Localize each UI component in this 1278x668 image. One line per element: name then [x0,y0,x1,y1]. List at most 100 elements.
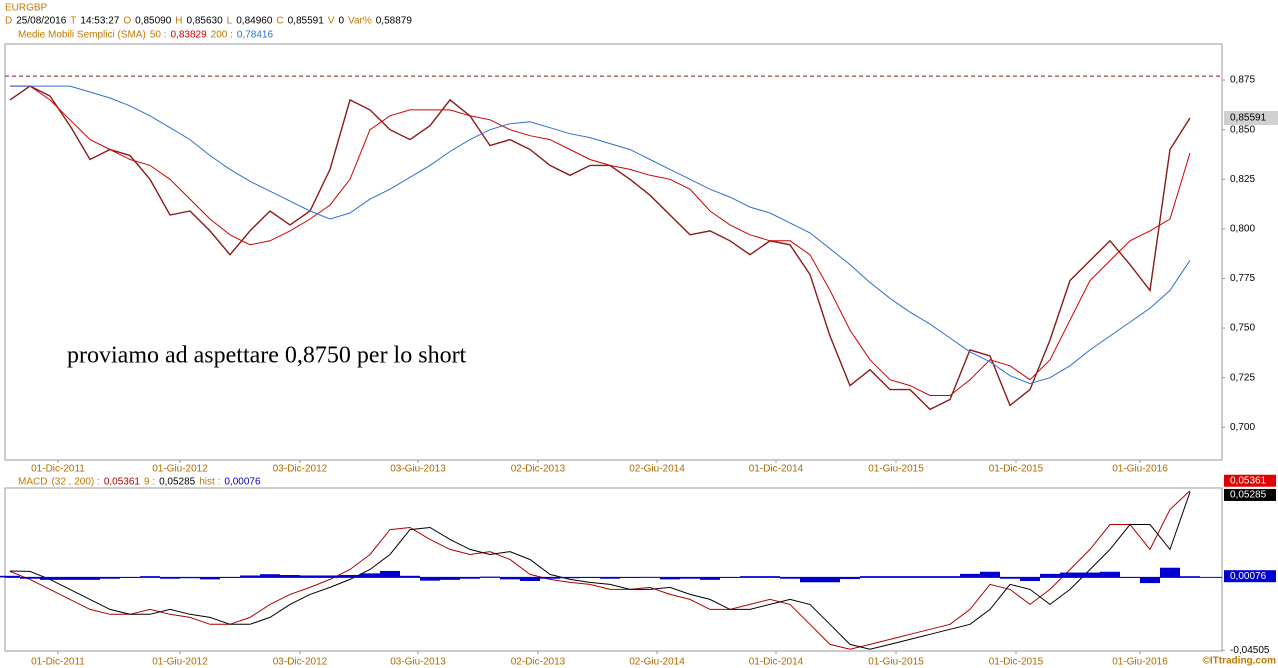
histogram-bar [580,577,600,578]
symbol: EURGBP [5,3,48,14]
quote-value: 0,84960 [236,16,273,27]
histogram-bar [1180,576,1200,578]
y-tick-label: 0,750 [1230,323,1255,334]
x-tick-label: 01-Giu-2012 [152,464,208,475]
histogram-bar [300,575,320,578]
quote-value: 0,85591 [288,16,325,27]
last-value-label: 0,85591 [1230,113,1267,124]
histogram-bar [420,577,440,581]
quote-key: H [175,16,182,27]
histogram-bar [340,574,360,578]
x-tick-label: 03-Dic-2012 [273,464,328,475]
histogram-bar [660,577,680,580]
histogram-bar [460,577,480,579]
histogram-bar [160,577,180,579]
quote-value: 0,85090 [135,16,172,27]
histogram-bar [520,577,540,581]
x-tick-label: 01-Dic-2014 [749,657,804,668]
x-tick-label: 01-Dic-2015 [989,657,1044,668]
histogram-bar [1100,571,1120,578]
x-tick-label: 02-Giu-2014 [629,464,685,475]
y-tick-label: 0,875 [1230,75,1255,86]
histogram-bar [900,576,920,578]
histogram-bar [60,577,80,580]
histogram-bar [80,577,100,580]
y-tick-label: 0,700 [1230,422,1255,433]
x-tick-label: 01-Giu-2015 [868,464,924,475]
quote-key: Var% [348,16,372,27]
quote-value: 25/08/2016 [16,16,66,27]
quote-key: L [227,16,233,27]
quote-key: O [123,16,131,27]
histogram-bar [920,576,940,578]
histogram-bar [1120,577,1140,578]
y-tick-label: -0,04505 [1230,645,1270,656]
histogram-bar [680,577,700,579]
last-value-label: 0,00076 [1230,571,1267,582]
last-value-label: 0,05285 [1230,490,1267,501]
histogram-bar [540,577,560,579]
histogram-bar [740,576,760,578]
price-panel [4,43,1223,461]
histogram-bar [200,577,220,580]
histogram-bar [820,577,840,583]
quote-value: 14:53:27 [80,16,119,27]
histogram-bar [800,577,820,583]
x-tick-label: 01-Giu-2015 [868,657,924,668]
legend-name: 50 : [150,30,167,41]
watermark: ©ITtrading.com [1203,656,1277,667]
quote-value: 0,85630 [187,16,224,27]
histogram-bar [280,574,300,578]
histogram-bar [1000,577,1020,579]
histogram-bar [180,577,200,579]
x-tick-label: 01-Dic-2015 [989,464,1044,475]
histogram-bar [980,571,1000,578]
last-value-box [1224,570,1276,583]
annotation: proviamo ad aspettare 0,8750 per lo shor… [67,343,467,369]
histogram-bar [480,576,500,578]
histogram-bar [1040,573,1060,578]
quote-key: C [276,16,283,27]
quote-value: 0 [338,16,344,27]
legend-title: Medie Mobili Semplici (SMA) [18,30,146,41]
histogram-bar [360,573,380,578]
x-tick-label: 01-Dic-2014 [749,464,804,475]
x-tick-label: 03-Giu-2013 [390,464,446,475]
quote-key: D [5,16,12,27]
legend-name: 9 : [144,477,155,488]
series-line [9,490,1191,650]
histogram-bar [560,577,580,579]
x-tick-label: 01-Dic-2011 [31,657,85,668]
legend-value: 0,05361 [104,477,141,488]
histogram-bar [1140,577,1160,584]
histogram-bar [260,574,280,578]
x-tick-label: 01-Giu-2016 [1112,657,1168,668]
legend-name: 200 : [211,30,233,41]
last-value-box [1224,110,1278,125]
histogram-bar [1060,572,1080,578]
macd-panel [4,487,1223,652]
legend-value: 0,05285 [159,477,196,488]
y-tick-label: 0,825 [1230,174,1255,185]
legend-title: MACD [18,477,47,488]
histogram-bar [0,575,20,578]
histogram-bar [600,577,620,579]
legend-name: hist : [199,477,220,488]
histogram-bar [840,577,860,580]
histogram-bar [620,577,640,578]
x-tick-label: 01-Giu-2012 [152,657,208,668]
histogram-bar [700,577,720,580]
histogram-bar [780,577,800,579]
last-value-box [1224,474,1276,487]
histogram-bar [380,570,400,578]
histogram-bar [940,576,960,578]
legend-name: (32 , 200) : [51,477,99,488]
x-tick-label: 02-Giu-2014 [629,657,685,668]
histogram-bar [320,575,340,578]
histogram-bar [760,576,780,578]
y-tick-label: 0,725 [1230,372,1255,383]
histogram-bar [1020,577,1040,581]
x-tick-label: 02-Dic-2013 [511,464,566,475]
legend-value: 0,83829 [171,30,208,41]
